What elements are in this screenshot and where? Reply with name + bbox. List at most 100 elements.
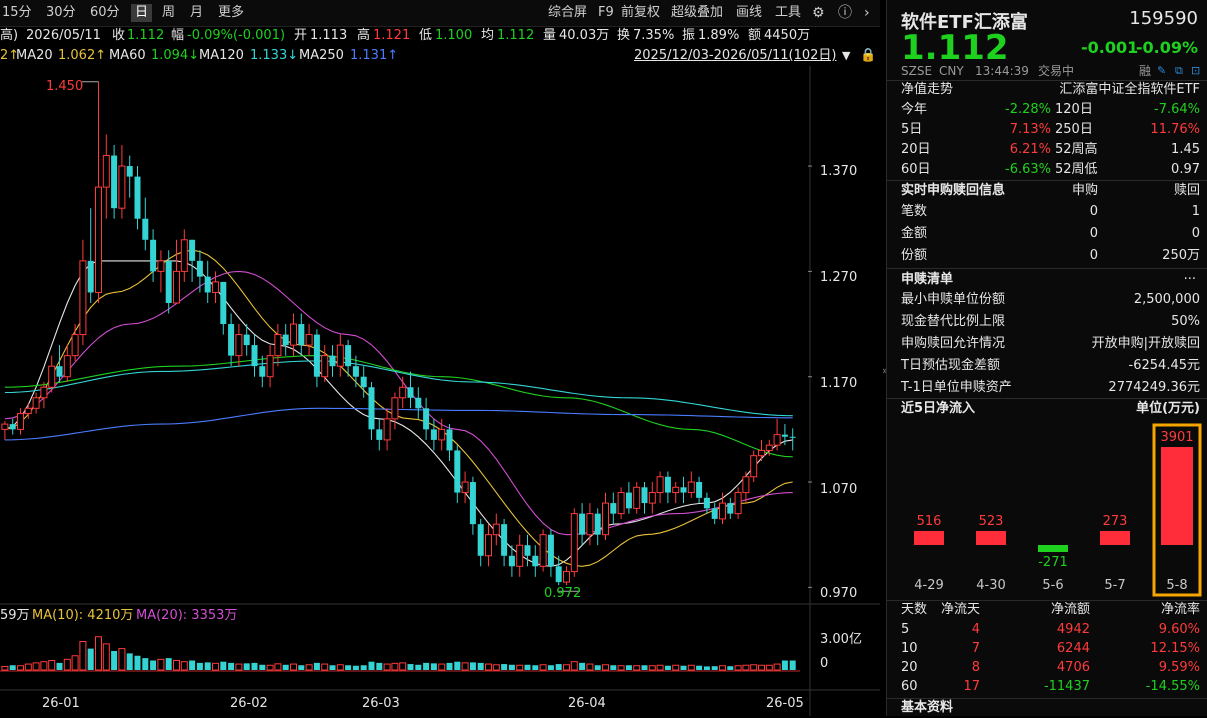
candle bbox=[703, 492, 710, 514]
candle-body-down bbox=[352, 366, 359, 377]
sr-sell-value: 250万 bbox=[1162, 248, 1200, 263]
volume-bar bbox=[102, 643, 110, 671]
basic-info-row[interactable]: 基本资料 bbox=[901, 698, 1200, 718]
candle bbox=[773, 418, 781, 451]
volume-bar bbox=[212, 662, 219, 671]
list-value: 开放申购|开放赎回 bbox=[1091, 336, 1200, 351]
x-tick-label: 26-02 bbox=[230, 696, 268, 711]
candle bbox=[298, 313, 305, 356]
chart-toolbar: 15分 30分 60分 日 周 月 更多 综合屏 F9 前复权 超级叠加 画线 … bbox=[0, 0, 880, 27]
perf-value: -7.64% bbox=[1154, 102, 1200, 117]
list-more-button[interactable]: ··· bbox=[1183, 272, 1196, 287]
lock-icon[interactable]: 🔒 bbox=[860, 48, 877, 63]
volume-bar bbox=[24, 663, 32, 671]
candle bbox=[376, 418, 383, 451]
forward-adjust-button[interactable]: 前复权 bbox=[621, 5, 661, 20]
amplitude-value: 1.89% bbox=[698, 28, 740, 43]
volume-bar bbox=[259, 664, 266, 670]
period-month[interactable]: 月 bbox=[190, 5, 204, 20]
ma250-label: MA250 bbox=[299, 48, 344, 63]
candle bbox=[563, 566, 570, 586]
candle bbox=[212, 271, 219, 303]
draw-line-button[interactable]: 画线 bbox=[736, 5, 763, 20]
candle-body-down bbox=[789, 436, 796, 438]
edit-icon[interactable]: ✎ bbox=[1157, 64, 1167, 77]
gear-icon[interactable]: ⚙ bbox=[812, 5, 825, 21]
candle bbox=[204, 260, 211, 303]
close-label: 收 bbox=[112, 28, 126, 43]
volume-bar bbox=[336, 664, 344, 671]
perf-row: 60日 -6.63% 52周低 0.97 bbox=[901, 160, 1200, 180]
candle bbox=[579, 503, 586, 546]
candle bbox=[134, 166, 141, 230]
period-more[interactable]: 更多 bbox=[218, 5, 245, 20]
volume-bar bbox=[664, 665, 671, 670]
candle bbox=[765, 439, 773, 456]
change-label: 幅 bbox=[171, 28, 185, 43]
volume-bar bbox=[750, 664, 758, 671]
candle bbox=[610, 492, 617, 525]
volume-bar bbox=[742, 664, 750, 671]
overlay-button[interactable]: 超级叠加 bbox=[671, 5, 724, 20]
period-week[interactable]: 周 bbox=[162, 5, 176, 20]
candle bbox=[594, 508, 601, 546]
alert-icon[interactable]: ⊡ bbox=[1191, 64, 1201, 77]
period-day[interactable]: 日 bbox=[131, 4, 153, 22]
ma-line-ma5 bbox=[4, 260, 793, 567]
col-inflow-days: 净流天 bbox=[940, 602, 980, 617]
candle bbox=[173, 239, 180, 304]
candle bbox=[641, 482, 648, 514]
candle bbox=[586, 503, 594, 546]
candle bbox=[508, 545, 515, 577]
sr-row: 笔数 0 1 bbox=[901, 202, 1200, 222]
candle-body-down bbox=[298, 324, 305, 346]
f9-button[interactable]: F9 bbox=[598, 5, 614, 20]
volume-bar bbox=[368, 661, 375, 670]
candle bbox=[711, 503, 718, 525]
candle-body-down bbox=[703, 497, 710, 509]
quote-time: 13:44:39 bbox=[975, 64, 1029, 78]
volume-bar bbox=[407, 664, 414, 670]
candle-body-down bbox=[664, 476, 671, 493]
dropdown-arrow-icon[interactable]: ▼ bbox=[842, 49, 851, 62]
candle-body-down bbox=[423, 408, 430, 430]
list-row: 现金替代比例上限 50% bbox=[901, 312, 1200, 332]
panel-collapse-toggle[interactable]: » bbox=[882, 364, 889, 377]
inflow-bar bbox=[1038, 545, 1068, 552]
chevron-right-icon[interactable]: › bbox=[864, 5, 870, 21]
perf-label: 5日 bbox=[901, 122, 923, 137]
candle-body-up bbox=[485, 534, 492, 557]
composite-screen-button[interactable]: 综合屏 bbox=[548, 5, 588, 20]
period-15min[interactable]: 15分 bbox=[2, 5, 32, 20]
volume-bar bbox=[376, 662, 383, 670]
ma-legend-line: 2↑ MA20 1.062↑ MA60 1.094↓ MA120 1.133↓ … bbox=[0, 46, 880, 66]
candle bbox=[321, 345, 329, 382]
kline-chart[interactable] bbox=[0, 66, 880, 716]
period-60min[interactable]: 60分 bbox=[90, 5, 120, 20]
list-value: 50% bbox=[1171, 314, 1200, 329]
help-icon[interactable]: ⓘ bbox=[838, 5, 852, 21]
share-icon[interactable]: ⧉ bbox=[1175, 64, 1183, 77]
candle bbox=[680, 476, 687, 504]
perf-value: -2.28% bbox=[1005, 102, 1051, 117]
candle-body-up bbox=[173, 270, 180, 304]
candle-body-up bbox=[102, 155, 110, 188]
candle bbox=[360, 366, 367, 398]
candle bbox=[696, 476, 703, 504]
date-range[interactable]: 2025/12/03-2026/05/11(102日) bbox=[634, 48, 837, 63]
perf-value: 0.97 bbox=[1171, 162, 1200, 177]
candle-body-up bbox=[305, 334, 313, 346]
tools-button[interactable]: 工具 bbox=[775, 5, 802, 20]
candle bbox=[399, 376, 407, 409]
current-price: 1.112 bbox=[901, 28, 1009, 68]
volume-bar bbox=[150, 660, 157, 670]
candle-body-up bbox=[24, 407, 32, 415]
volume-bar bbox=[282, 664, 289, 670]
vol-axis-top: 3.00亿 bbox=[820, 632, 862, 647]
candle bbox=[1, 420, 9, 440]
candle-body-up bbox=[180, 239, 188, 272]
candle bbox=[742, 471, 750, 504]
candle-body-up bbox=[656, 476, 664, 494]
candle-body-up bbox=[758, 449, 765, 457]
period-30min[interactable]: 30分 bbox=[46, 5, 76, 20]
